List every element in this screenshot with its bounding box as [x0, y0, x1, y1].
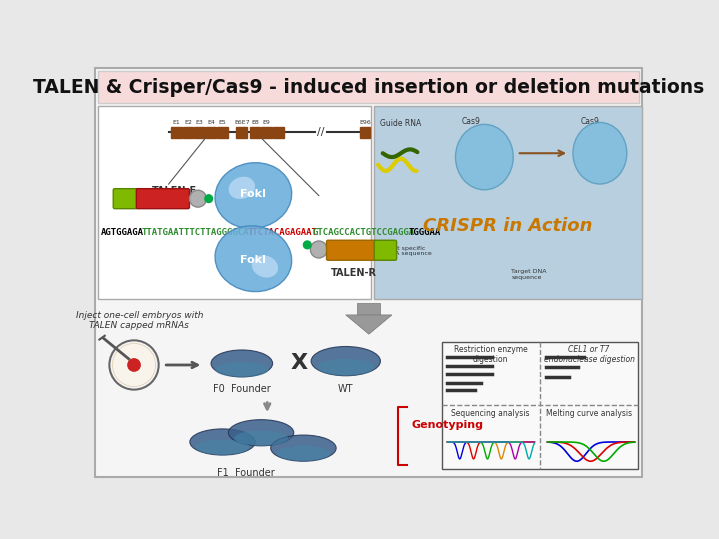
Text: Melting curve analysis: Melting curve analysis	[546, 409, 632, 418]
Text: //: //	[317, 127, 325, 137]
Bar	[249, 127, 260, 138]
Text: Target DNA
sequence: Target DNA sequence	[511, 269, 547, 280]
Bar	[183, 127, 193, 138]
Text: CEL1 or T7
endonuclease digestion: CEL1 or T7 endonuclease digestion	[544, 345, 635, 364]
Text: E5: E5	[219, 120, 226, 125]
Ellipse shape	[190, 190, 206, 207]
Ellipse shape	[456, 125, 513, 190]
Ellipse shape	[196, 440, 249, 455]
Text: Restriction enzyme
digestion: Restriction enzyme digestion	[454, 345, 528, 364]
Text: WT: WT	[338, 384, 354, 394]
FancyBboxPatch shape	[137, 189, 190, 209]
Text: CRISPR in Action: CRISPR in Action	[423, 217, 592, 236]
Circle shape	[303, 241, 311, 248]
Text: E2: E2	[184, 120, 192, 125]
Text: F0  Founder: F0 Founder	[213, 384, 270, 394]
Bar	[375, 106, 642, 299]
Bar	[273, 127, 284, 138]
Text: E8: E8	[251, 120, 259, 125]
Bar	[357, 303, 380, 315]
Text: Target specific
crRNA sequence: Target specific crRNA sequence	[380, 246, 432, 257]
Text: Cas9: Cas9	[581, 117, 600, 126]
Text: TALEN-F: TALEN-F	[152, 186, 198, 196]
Text: FokI: FokI	[240, 255, 266, 265]
Ellipse shape	[211, 350, 273, 377]
Text: TALEN-R: TALEN-R	[331, 268, 377, 278]
Text: Genotyping: Genotyping	[411, 420, 483, 430]
Ellipse shape	[311, 347, 380, 376]
Text: TTATGAATTTCTTAGGGGCAT: TTATGAATTTCTTAGGGGCAT	[141, 228, 254, 237]
Ellipse shape	[277, 446, 330, 461]
Ellipse shape	[573, 122, 627, 184]
Text: Inject one-cell embryos with
TALEN capped mRNAs: Inject one-cell embryos with TALEN cappe…	[75, 311, 203, 330]
Circle shape	[205, 195, 213, 203]
Ellipse shape	[252, 255, 278, 278]
Text: F1  Founder: F1 Founder	[217, 468, 275, 478]
Ellipse shape	[317, 359, 375, 376]
Ellipse shape	[234, 431, 288, 446]
Ellipse shape	[229, 177, 255, 199]
Text: AGTGGAGA: AGTGGAGA	[101, 228, 144, 237]
Text: Cas9: Cas9	[462, 117, 480, 126]
Text: FokI: FokI	[240, 189, 266, 199]
Ellipse shape	[215, 362, 269, 377]
Text: E1: E1	[173, 120, 180, 125]
Ellipse shape	[215, 163, 292, 229]
Ellipse shape	[229, 420, 294, 446]
Text: E4: E4	[207, 120, 215, 125]
Text: Guide RNA: Guide RNA	[380, 119, 421, 128]
Ellipse shape	[311, 241, 327, 258]
Text: TALEN & Crisper/Cas9 - induced insertion or deletion mutations: TALEN & Crisper/Cas9 - induced insertion…	[33, 78, 705, 96]
Text: GTCAGCCACTGTCCGAGGA: GTCAGCCACTGTCCGAGGA	[313, 228, 415, 237]
Text: X: X	[291, 354, 308, 374]
Circle shape	[112, 343, 155, 386]
Bar	[194, 127, 205, 138]
Circle shape	[128, 359, 140, 371]
Bar	[206, 127, 216, 138]
Text: Sequencing analysis: Sequencing analysis	[452, 409, 530, 418]
FancyBboxPatch shape	[113, 189, 138, 209]
Bar	[442, 342, 638, 469]
Ellipse shape	[190, 429, 255, 455]
Ellipse shape	[215, 226, 292, 292]
Bar	[237, 127, 247, 138]
Bar	[171, 127, 182, 138]
Bar	[217, 127, 228, 138]
Bar	[98, 71, 639, 103]
Text: E9: E9	[262, 120, 270, 125]
Text: E6E7: E6E7	[234, 120, 249, 125]
Text: TGGGAA: TGGGAA	[408, 228, 441, 237]
Text: E3: E3	[196, 120, 203, 125]
Text: E96: E96	[360, 120, 371, 125]
Bar	[98, 106, 371, 299]
Bar	[261, 127, 272, 138]
FancyBboxPatch shape	[375, 240, 397, 260]
Ellipse shape	[270, 435, 336, 461]
Bar	[360, 127, 370, 138]
Polygon shape	[346, 315, 392, 334]
FancyBboxPatch shape	[326, 240, 376, 260]
Text: TTCTACAGAGAAT: TTCTACAGAGAAT	[247, 228, 317, 237]
